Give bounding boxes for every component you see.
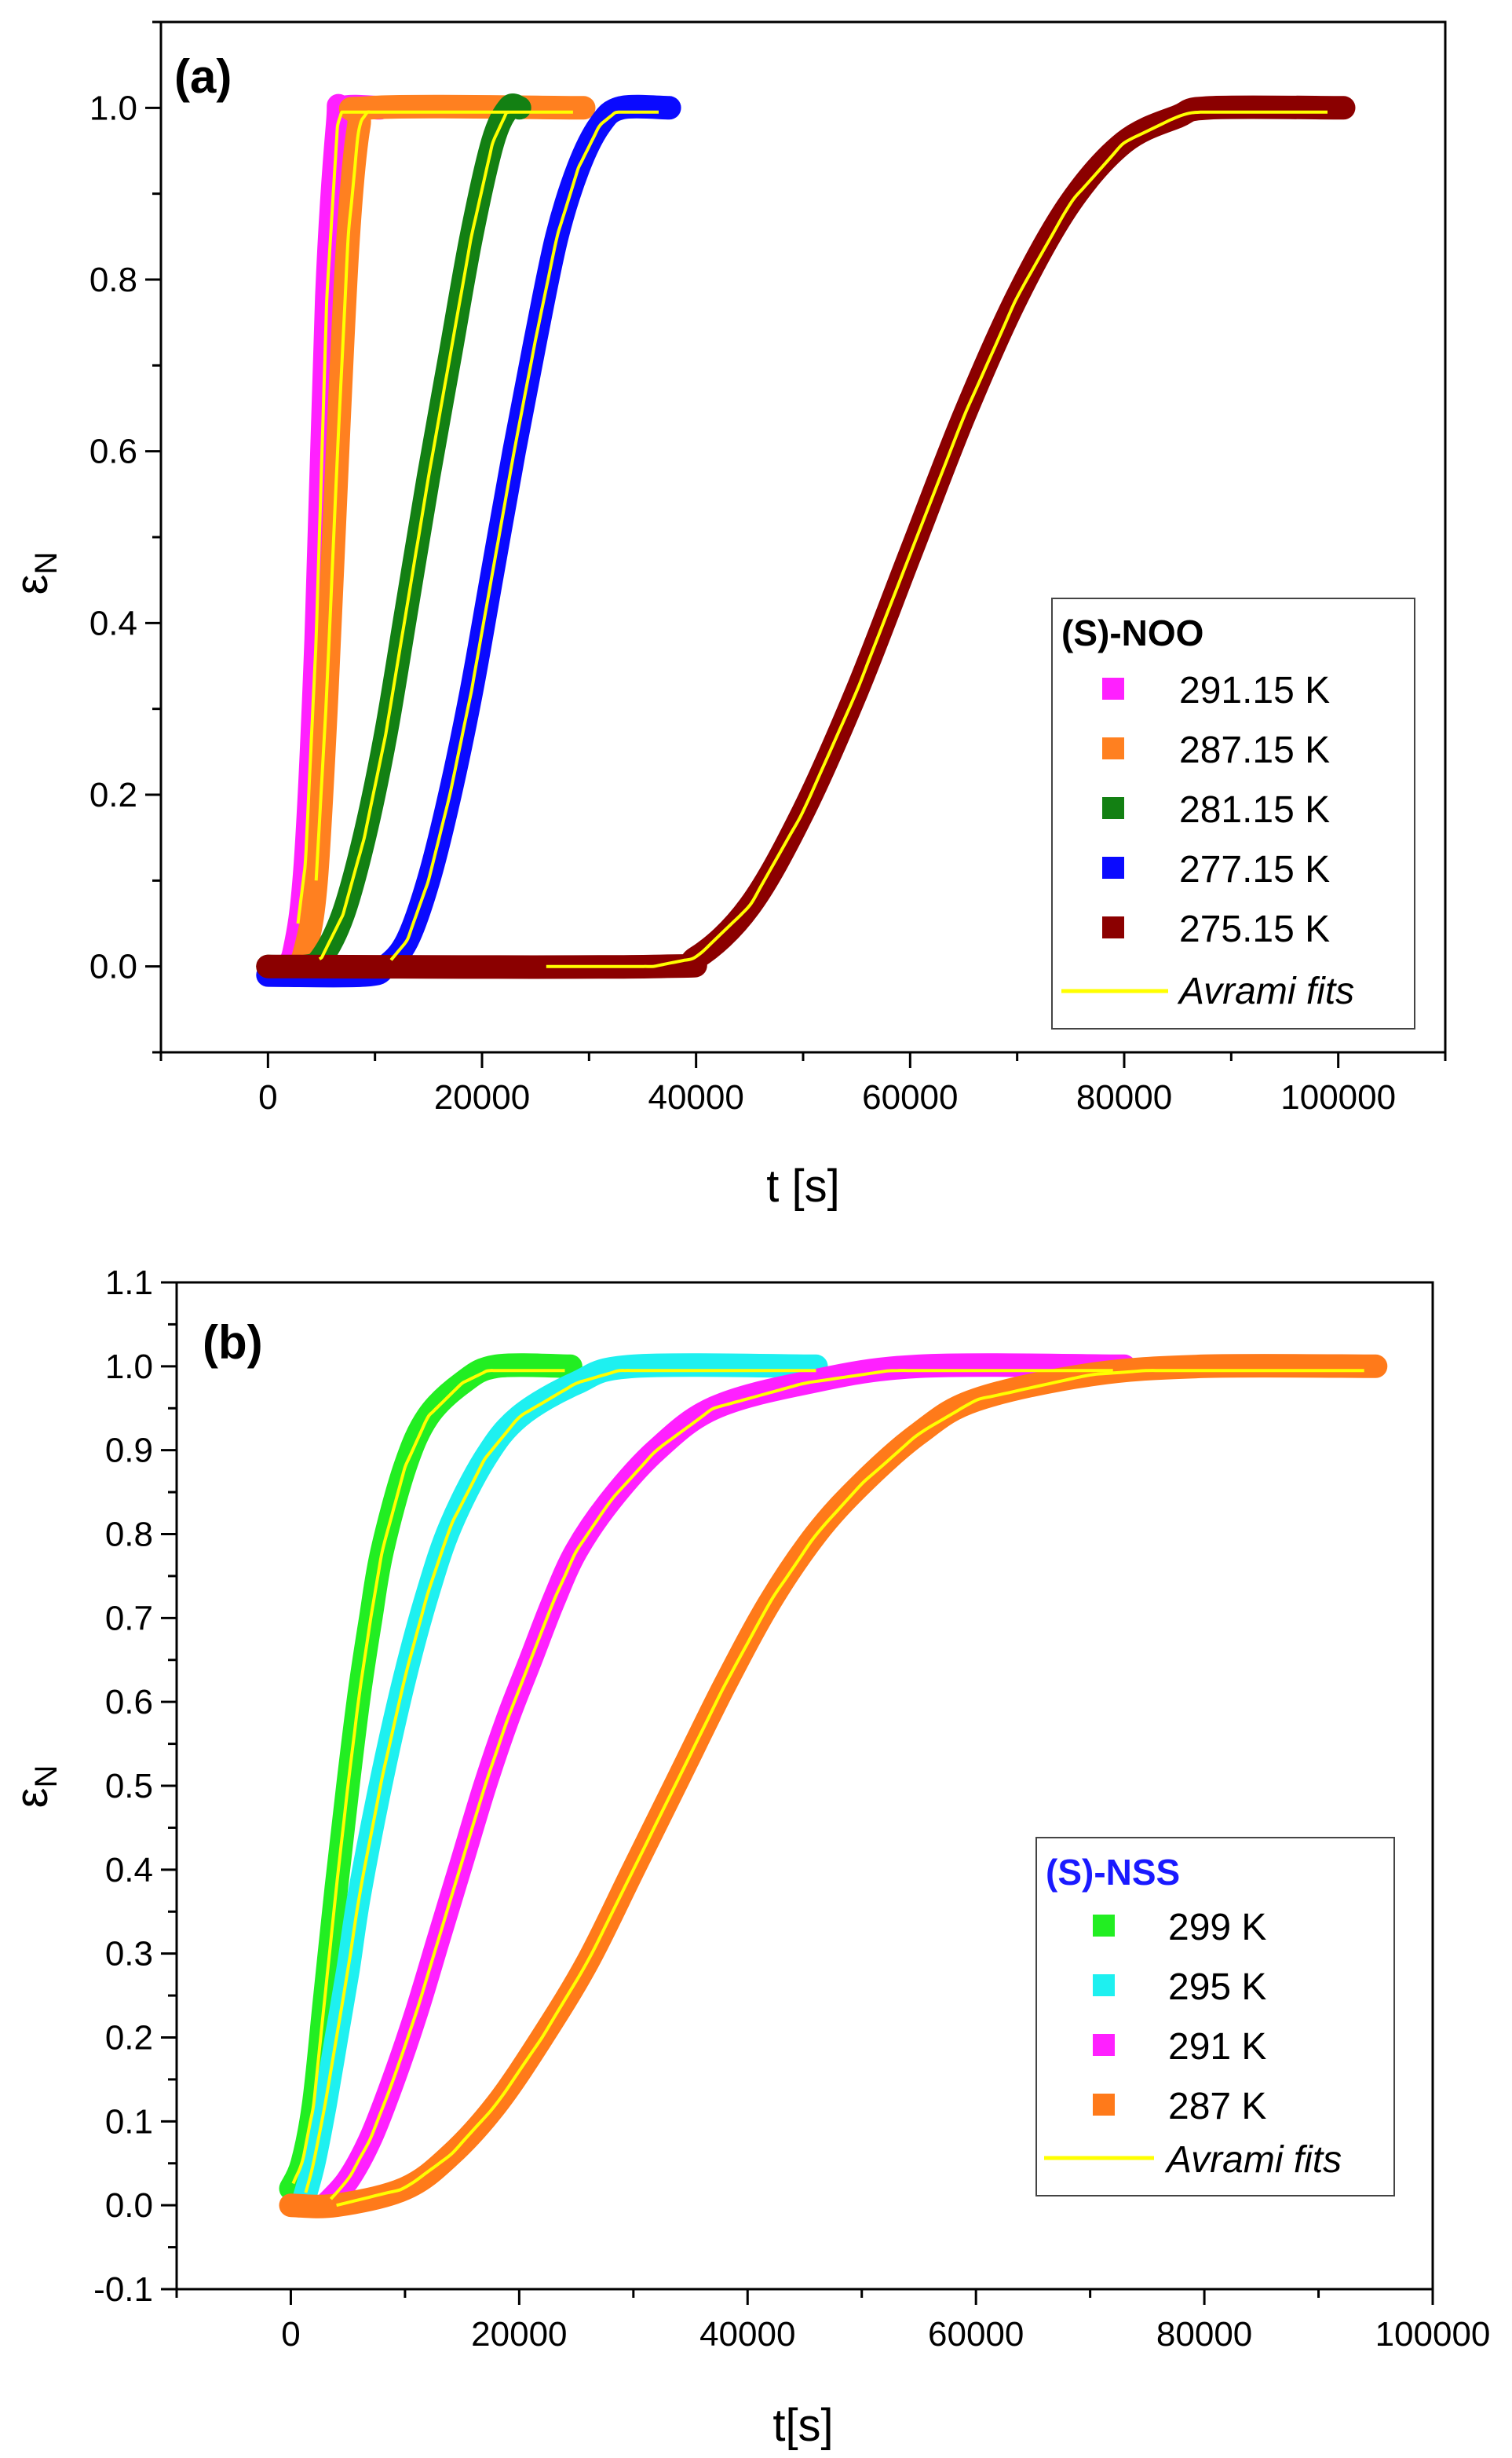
legend-label-a-1: 287.15 K	[1179, 730, 1330, 771]
x-tick-label-a-5: 100000	[1280, 1078, 1396, 1117]
fit-line-b-3	[336, 1369, 1364, 2207]
legend-box-b	[1035, 1837, 1395, 2196]
fit-line-b-0	[291, 1369, 565, 2185]
legend-swatch-b-3	[1093, 2094, 1115, 2116]
y-tick-label-a-1: 0.2	[89, 776, 137, 814]
y-tick-label-b-5: 0.4	[105, 1851, 153, 1889]
y-axis-label-a: εN	[6, 552, 64, 595]
y-tick-label-b-12: 1.1	[105, 1264, 153, 1302]
panel-b: 0 20000 40000 60000 80000 100000 -0.1 0.0 0.1 0.2…	[6, 1264, 1490, 2451]
x-tick-label-a-3: 60000	[862, 1078, 958, 1117]
panel-label-b: (b)	[203, 1316, 263, 1369]
y-tick-label-b-9: 0.8	[105, 1516, 153, 1554]
y-tick-label-a-4: 0.8	[89, 261, 137, 299]
x-axis-label-a: t [s]	[766, 1161, 839, 1212]
fit-layer-b	[291, 1369, 1364, 2207]
legend-label-b-0: 299 K	[1168, 1907, 1266, 1948]
legend-swatch-b-1	[1093, 1974, 1115, 1996]
legend-swatch-b-0	[1093, 1915, 1115, 1937]
legend-label-a-3: 277.15 K	[1179, 849, 1330, 891]
x-tick-label-a-2: 40000	[648, 1078, 743, 1117]
legend-swatch-a-3	[1102, 857, 1124, 879]
y-tick-label-b-11: 1.0	[105, 1348, 153, 1386]
tick-layer-a: 0 20000 40000 60000 80000 100000 0.0 0.2 0.4 0.6 0…	[89, 20, 1447, 1117]
y-tick-label-a-5: 1.0	[89, 89, 137, 127]
y-tick-label-a-3: 0.6	[89, 433, 137, 471]
y-tick-label-b-2: 0.1	[105, 2102, 153, 2141]
fit-line-a-2	[318, 110, 509, 960]
panel-label-a: (a)	[174, 50, 232, 103]
x-tick-label-a-4: 80000	[1076, 1078, 1172, 1117]
tick-layer-b: 0 20000 40000 60000 80000 100000 -0.1 0.0 0.1 0.2…	[93, 1264, 1490, 2354]
x-tick-label-b-4: 80000	[1156, 2315, 1252, 2354]
y-tick-label-b-4: 0.3	[105, 1935, 153, 1973]
x-tick-label-b-2: 40000	[699, 2315, 795, 2354]
series-band-b-2	[313, 1353, 1137, 2218]
fit-line-a-4	[546, 110, 1328, 968]
legend-swatch-a-1	[1102, 737, 1124, 759]
y-tick-label-b-3: 0.2	[105, 2019, 153, 2057]
legend-swatch-b-2	[1093, 2034, 1115, 2056]
legend-title-a: (S)-NOO	[1061, 613, 1203, 653]
legend-a: (S)-NOO 291.15 K 287.15 K 281.15 K 277.1…	[1051, 598, 1415, 1030]
legend-label-a-2: 281.15 K	[1179, 789, 1330, 831]
legend-label-b-3: 287 K	[1168, 2086, 1266, 2127]
y-tick-label-b-7: 0.6	[105, 1683, 153, 1721]
legend-label-a-4: 275.15 K	[1179, 909, 1330, 950]
y-tick-label-b-0: -0.1	[93, 2270, 153, 2309]
legend-swatch-a-4	[1102, 916, 1124, 938]
y-tick-label-b-1: 0.0	[105, 2186, 153, 2225]
legend-label-b-1: 295 K	[1168, 1966, 1266, 2008]
legend-swatch-a-0	[1102, 678, 1124, 700]
y-tick-label-b-10: 0.9	[105, 1432, 153, 1470]
y-axis-label-b: εN	[6, 1765, 64, 1809]
x-axis-label-b: t[s]	[772, 2400, 833, 2451]
x-tick-label-b-5: 100000	[1375, 2315, 1491, 2354]
y-axis-label-main-b: ε	[6, 1788, 57, 1809]
y-axis-label-main-a: ε	[6, 575, 57, 595]
fit-line-b-1	[304, 1369, 816, 2193]
panel-a: 0 20000 40000 60000 80000 100000 0.0 0.2 0.4 0.6 0…	[6, 20, 1447, 1212]
x-tick-label-b-0: 0	[281, 2315, 300, 2354]
fit-line-a-0	[296, 110, 370, 924]
legend-swatch-a-2	[1102, 797, 1124, 819]
y-tick-label-a-2: 0.4	[89, 604, 137, 642]
y-axis-label-sub-b: N	[29, 1765, 64, 1788]
legend-label-a-0: 291.15 K	[1179, 670, 1330, 711]
y-tick-label-b-6: 0.5	[105, 1767, 153, 1805]
legend-label-b-2: 291 K	[1168, 2026, 1266, 2068]
x-tick-label-b-3: 60000	[928, 2315, 1024, 2354]
fit-layer-a	[296, 110, 1328, 968]
x-tick-label-a-1: 20000	[434, 1078, 530, 1117]
y-tick-label-b-8: 0.7	[105, 1599, 153, 1637]
fit-line-a-3	[389, 110, 659, 961]
legend-b: (S)-NSS 299 K 295 K 291 K 287 K Avrami f…	[1035, 1837, 1395, 2196]
fit-line-a-1	[314, 110, 573, 881]
x-tick-label-b-1: 20000	[471, 2315, 567, 2354]
legend-fit-label-a: Avrami fits	[1177, 971, 1354, 1012]
y-tick-label-a-0: 0.0	[89, 948, 137, 986]
legend-title-b: (S)-NSS	[1046, 1852, 1180, 1893]
fit-line-b-2	[329, 1369, 1113, 2200]
x-tick-label-a-0: 0	[258, 1078, 277, 1117]
legend-fit-label-b: Avrami fits	[1164, 2139, 1342, 2181]
y-axis-label-sub-a: N	[29, 552, 64, 575]
